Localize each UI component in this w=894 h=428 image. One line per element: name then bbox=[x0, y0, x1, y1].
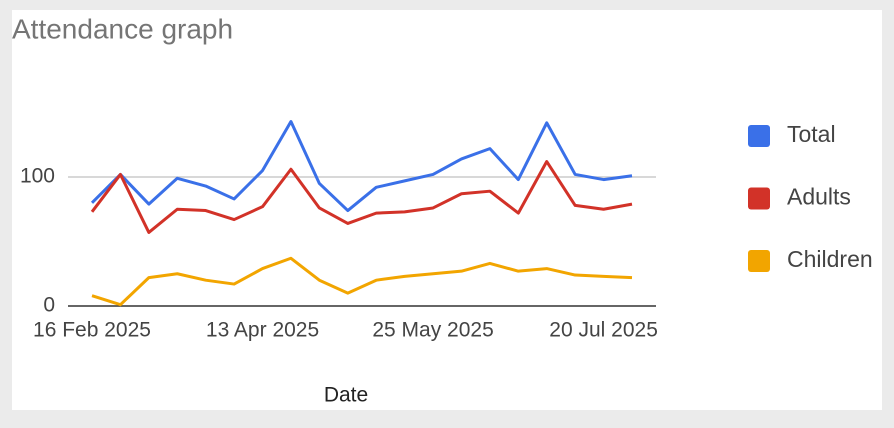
legend-swatch bbox=[748, 125, 770, 147]
x-tick-label: 16 Feb 2025 bbox=[33, 319, 151, 342]
x-axis-title: Date bbox=[324, 384, 368, 407]
legend-label: Total bbox=[787, 121, 836, 147]
series-line bbox=[90, 120, 633, 213]
series-line bbox=[90, 160, 633, 234]
chart-card bbox=[12, 10, 882, 410]
series-line bbox=[91, 256, 633, 307]
legend-label: Children bbox=[787, 246, 873, 272]
x-tick-label: 25 May 2025 bbox=[372, 319, 493, 342]
x-tick-label: 20 Jul 2025 bbox=[549, 319, 658, 342]
legend-label: Adults bbox=[787, 184, 851, 210]
y-tick-label: 0 bbox=[43, 294, 55, 317]
legend-swatch bbox=[748, 250, 770, 272]
chart-title: Attendance graph bbox=[12, 13, 233, 44]
legend-swatch bbox=[748, 187, 770, 210]
y-tick-label: 100 bbox=[20, 165, 55, 188]
x-tick-label: 13 Apr 2025 bbox=[206, 319, 319, 342]
